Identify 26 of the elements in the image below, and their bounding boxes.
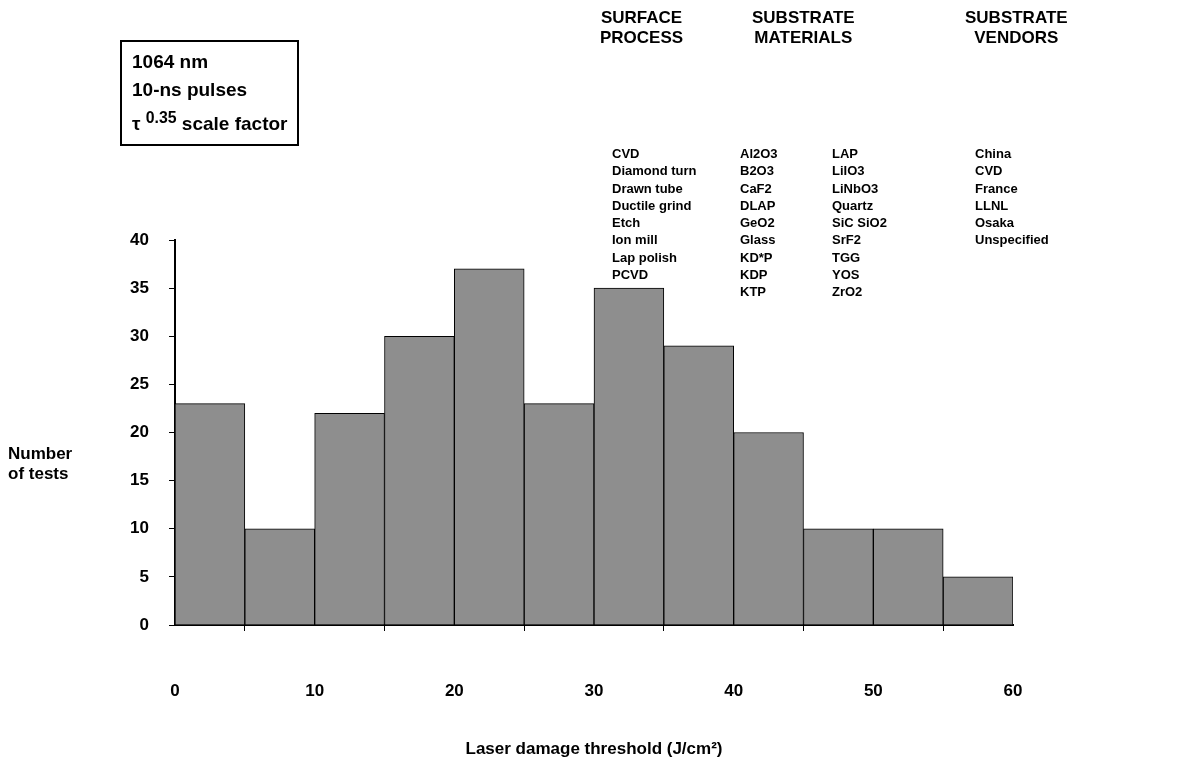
text: SURFACE PROCESS bbox=[600, 8, 684, 48]
x-tick-label: 40 bbox=[724, 680, 744, 700]
text: 1064 nm 10-ns pulses τ $^{0.35}$ scale factor bbox=[120, 40, 300, 147]
text: Al2O3 B2O3 CaF2 DLAP GeO2 Glass KD*P KDP KTP bbox=[740, 146, 778, 300]
y-tick-label: 0 bbox=[139, 614, 149, 634]
x-tick-label: 0 bbox=[170, 680, 180, 700]
x-tick-label: 10 bbox=[305, 680, 325, 700]
y-tick-label: 5 bbox=[139, 566, 149, 586]
x-tick-label: 50 bbox=[863, 680, 883, 700]
text: LAP LiIO3 LiNbO3 Quartz SiC SiO2 SrF2 TGG YOS ZrO2 bbox=[832, 146, 887, 300]
y-tick-label: 20 bbox=[130, 422, 149, 442]
y-tick-label: 35 bbox=[130, 277, 149, 297]
y-tick-label: 40 bbox=[130, 229, 149, 249]
x-tick-label: 20 bbox=[444, 680, 464, 700]
annotation: China CVD France LLNL Osaka Unspecified bbox=[975, 145, 1049, 249]
x-axis-title: Laser damage threshold (J/cm²) bbox=[465, 739, 723, 759]
y-axis-title: Number of tests bbox=[8, 444, 74, 484]
text: SUBSTRATE MATERIALS bbox=[752, 8, 855, 48]
y-tick-label: 15 bbox=[130, 470, 149, 490]
y-tick-label: 25 bbox=[130, 374, 149, 394]
text: SUBSTRATE VENDORS bbox=[965, 8, 1068, 48]
x-tick-label: 60 bbox=[1003, 680, 1023, 700]
y-tick-label: 10 bbox=[130, 518, 149, 538]
annotation: CVD Diamond turn Drawn tube Ductile grind Etch Ion mill Lap polish PCVD bbox=[612, 145, 697, 284]
y-tick-label: 30 bbox=[130, 325, 149, 345]
x-tick-label: 30 bbox=[584, 680, 604, 700]
